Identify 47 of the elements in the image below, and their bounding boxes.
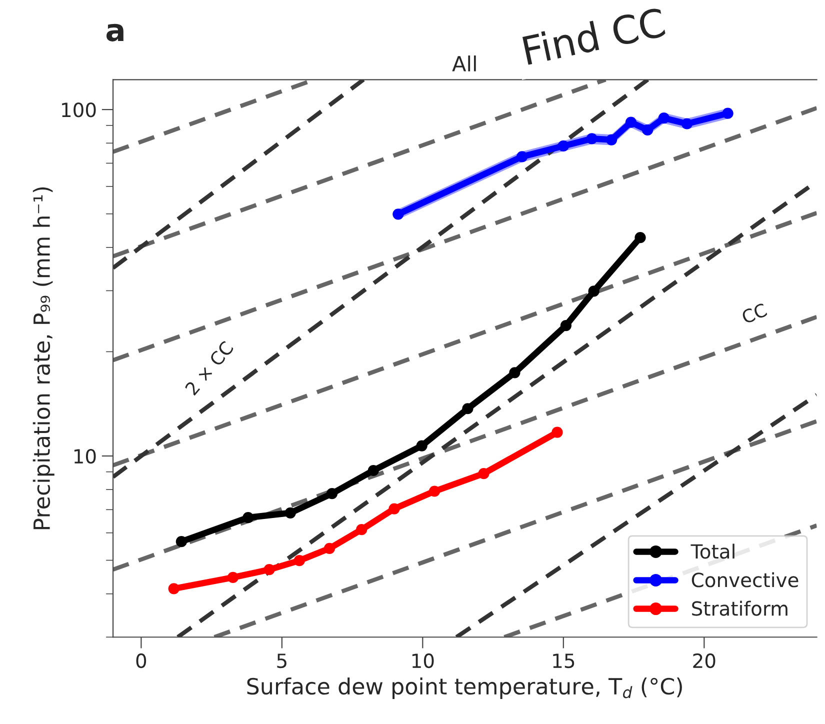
x-tick-label: 20 <box>693 653 716 668</box>
point <box>368 464 379 476</box>
point <box>227 572 238 584</box>
chart-title: All <box>452 55 476 72</box>
text: a <box>106 24 124 42</box>
x-tick-label: 15 <box>553 654 574 668</box>
point <box>558 140 569 152</box>
point <box>681 118 693 130</box>
point <box>516 151 528 162</box>
point <box>326 488 338 500</box>
point <box>388 503 400 514</box>
x-tick-label: 10 <box>412 653 434 668</box>
point <box>722 108 734 119</box>
x-tick-label: 0 <box>136 653 146 668</box>
annotation: 2 × CC <box>184 340 234 396</box>
point <box>264 564 275 576</box>
point <box>625 116 637 128</box>
legend-label: Convective <box>692 572 798 588</box>
point <box>294 555 305 566</box>
legend-label: Total <box>690 544 734 559</box>
text: Find CC <box>522 6 666 66</box>
annotation: CC <box>740 302 768 324</box>
point <box>324 542 336 554</box>
point <box>168 583 180 594</box>
point <box>416 440 428 452</box>
point <box>356 524 368 536</box>
point <box>560 320 572 332</box>
point <box>428 486 440 497</box>
y-tick-label: 100 <box>62 102 96 118</box>
x-tick-label: 5 <box>277 654 286 668</box>
point <box>392 208 404 220</box>
y-axis-title: Precipitation rate, P₉₉ (mm h⁻¹) <box>32 187 54 530</box>
point <box>242 512 254 524</box>
legend-label: Stratiform <box>692 600 788 616</box>
point <box>478 468 490 480</box>
point <box>509 367 520 378</box>
point <box>642 124 654 136</box>
point <box>586 133 598 144</box>
point <box>634 232 646 244</box>
point <box>552 426 563 438</box>
point <box>606 134 618 146</box>
point <box>658 112 670 124</box>
x-axis-title: Surface dew point temperature, T$_{d}$ (°C) <box>247 677 682 699</box>
point <box>462 403 474 414</box>
point <box>588 286 600 297</box>
point <box>284 507 296 518</box>
point <box>176 536 187 548</box>
